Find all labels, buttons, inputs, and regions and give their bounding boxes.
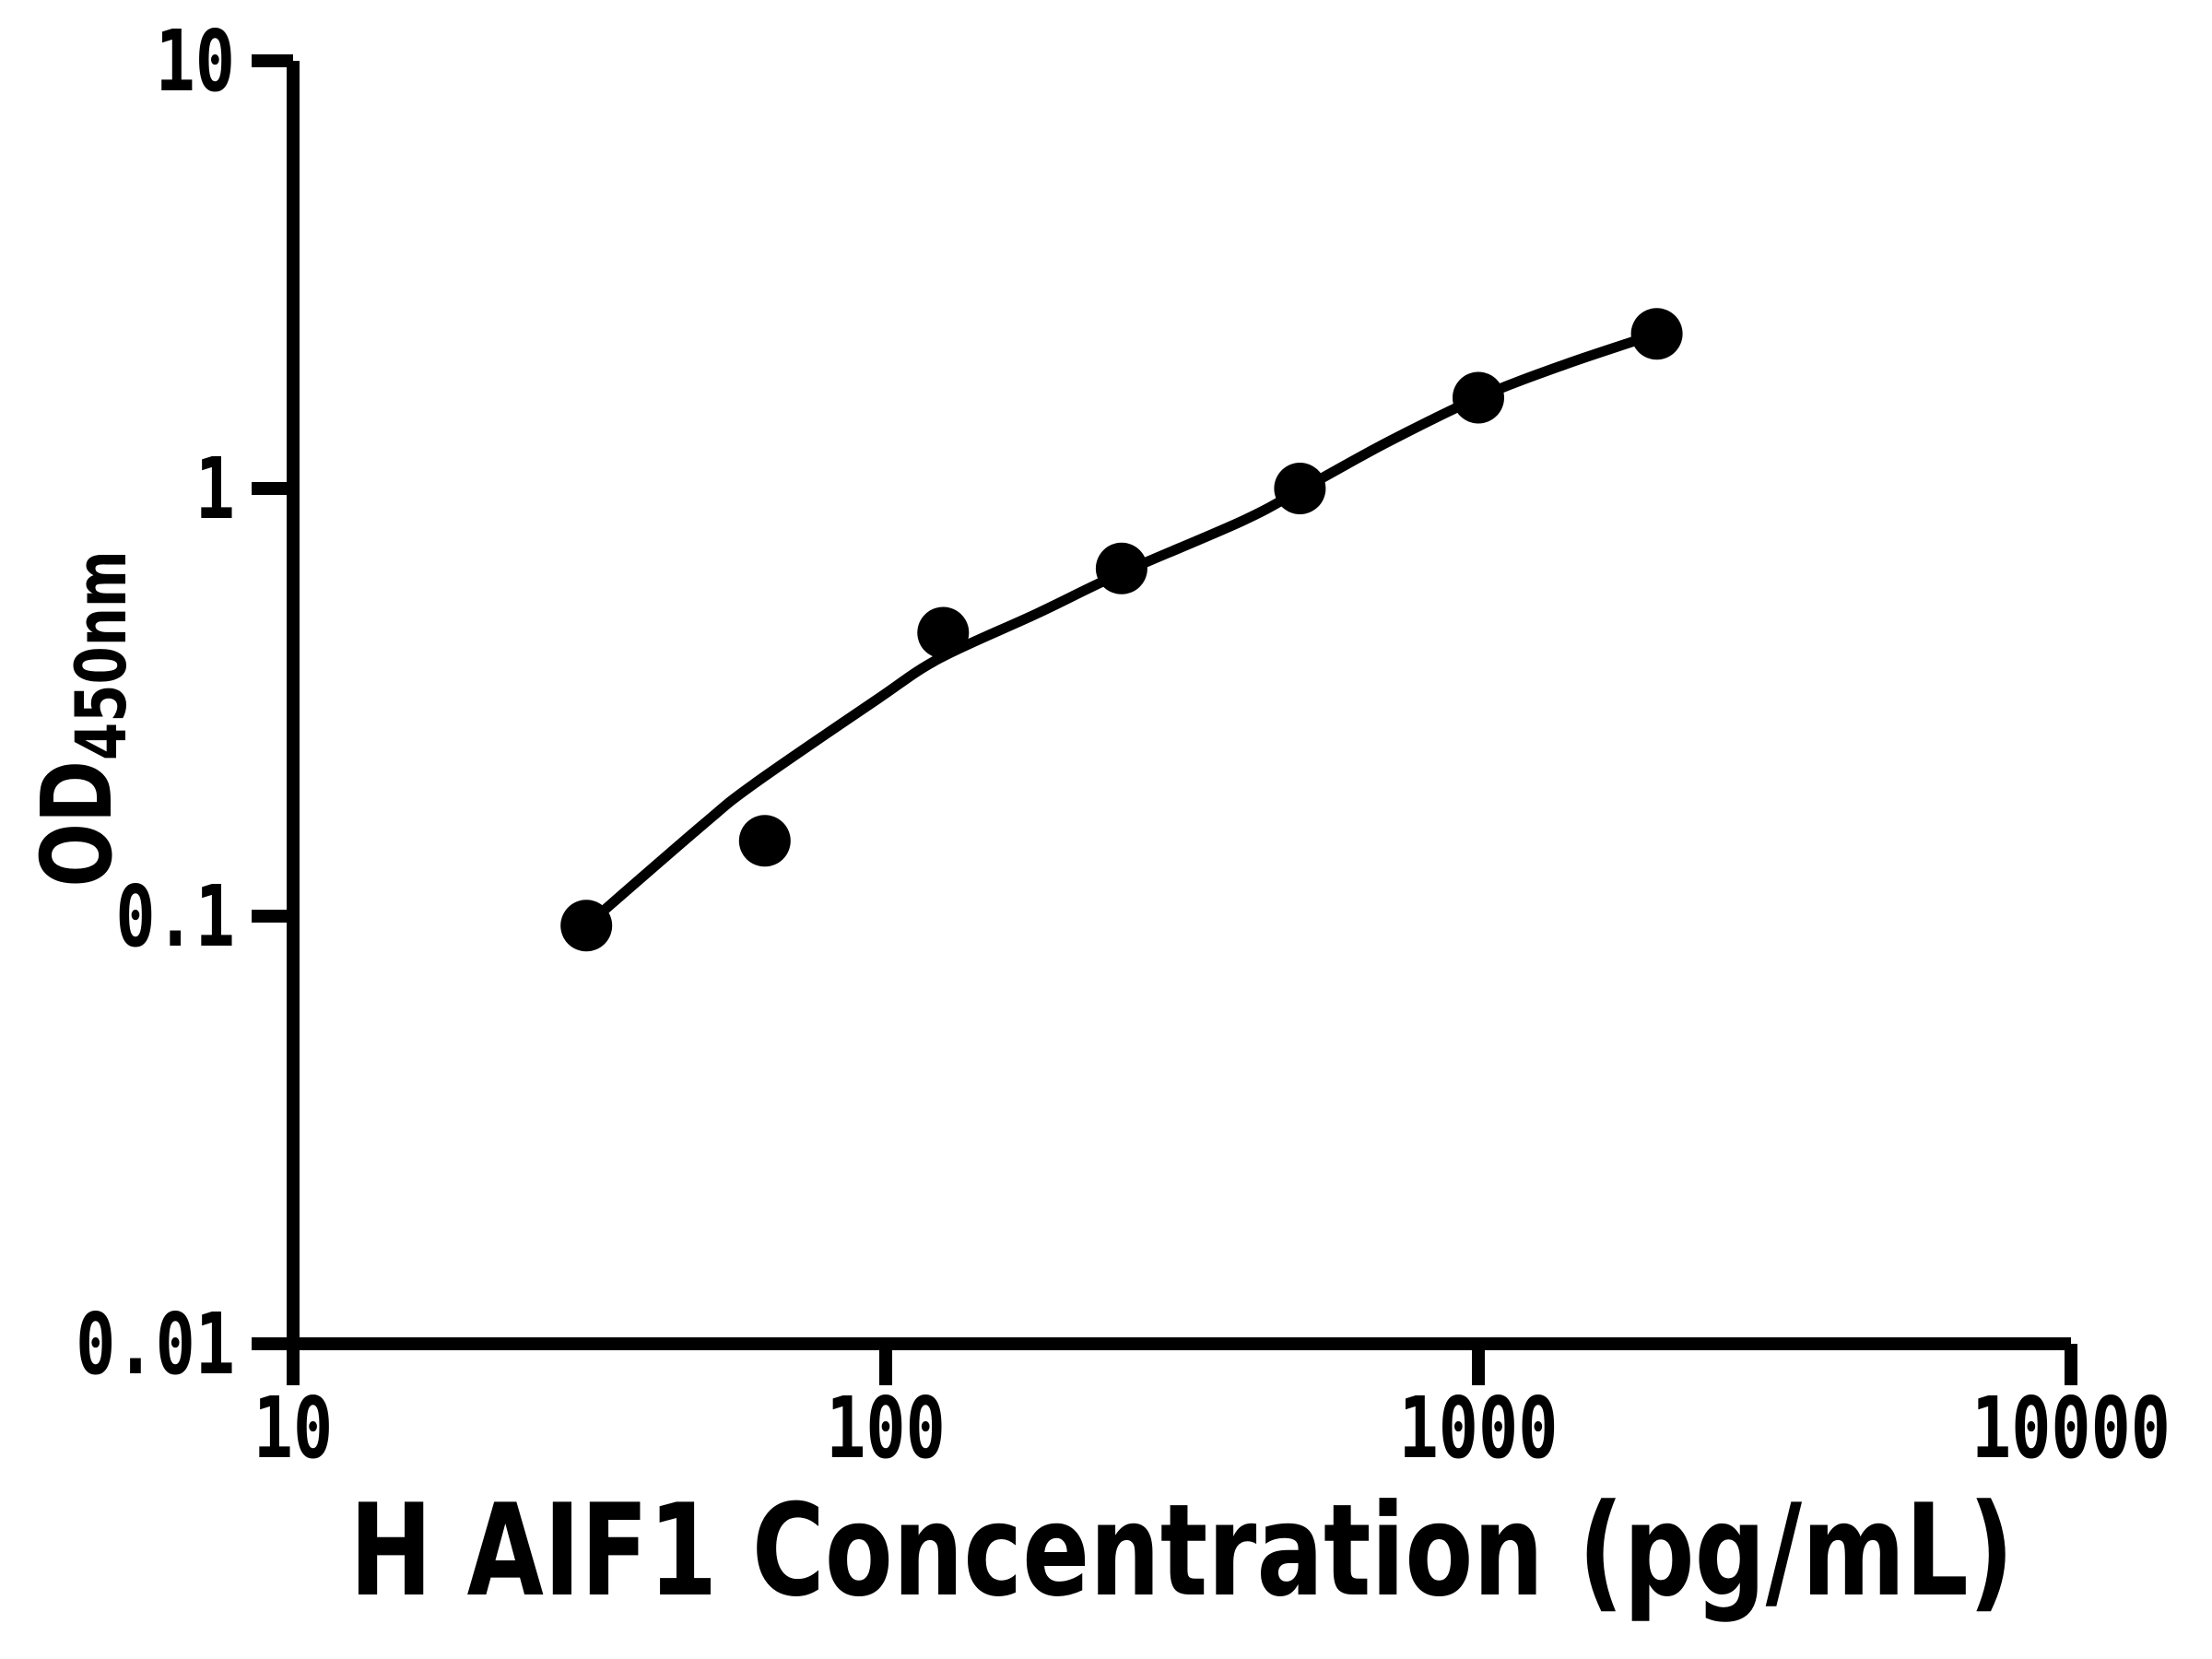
x-tick-label-100: 100 [826, 1379, 946, 1477]
x-tick-label-group: 100 [826, 1379, 946, 1477]
data-point [1453, 371, 1504, 424]
y-tick-label-group: 10 [156, 12, 235, 111]
x-tick-label-10: 10 [253, 1379, 333, 1477]
axes [287, 61, 2071, 1382]
x-tick-label-10000: 10000 [1971, 1379, 2171, 1477]
y-axis-title-main: OD [22, 760, 135, 888]
x-tick-label-group: 1000 [1399, 1379, 1559, 1477]
y-tick-label-group: 0.1 [115, 867, 235, 966]
x-tick-label-group: 10 [253, 1379, 333, 1477]
x-tick-label-group: 10000 [1971, 1379, 2171, 1477]
data-point [738, 815, 791, 867]
x-axis-title: H AIF1 Concentration (pg/mL) [349, 1477, 2014, 1626]
data-point [917, 606, 970, 659]
data-point [1274, 463, 1326, 514]
y-tick-label-0.01: 0.01 [76, 1295, 235, 1394]
y-axis-title-subscript: 450nm [62, 550, 143, 760]
y-axis-title-text: OD450nm [22, 550, 143, 887]
y-tick-label-10: 10 [156, 12, 235, 111]
x-axis-title-text: H AIF1 Concentration (pg/mL) [349, 1477, 2014, 1626]
data-point [1095, 542, 1147, 594]
y-axis-title: OD450nm [22, 550, 143, 887]
y-tick-label-1: 1 [195, 440, 235, 538]
data-point [1630, 308, 1683, 360]
plot-area: 10 100 1000 10000 10 1 0.1 0.01 [76, 12, 2171, 1477]
y-tick-label-group: 0.01 [76, 1295, 235, 1394]
y-tick-label-group: 1 [195, 440, 235, 538]
y-tick-label-0.1: 0.1 [115, 867, 235, 966]
x-tick-label-1000: 1000 [1399, 1379, 1559, 1477]
data-point [560, 900, 613, 952]
